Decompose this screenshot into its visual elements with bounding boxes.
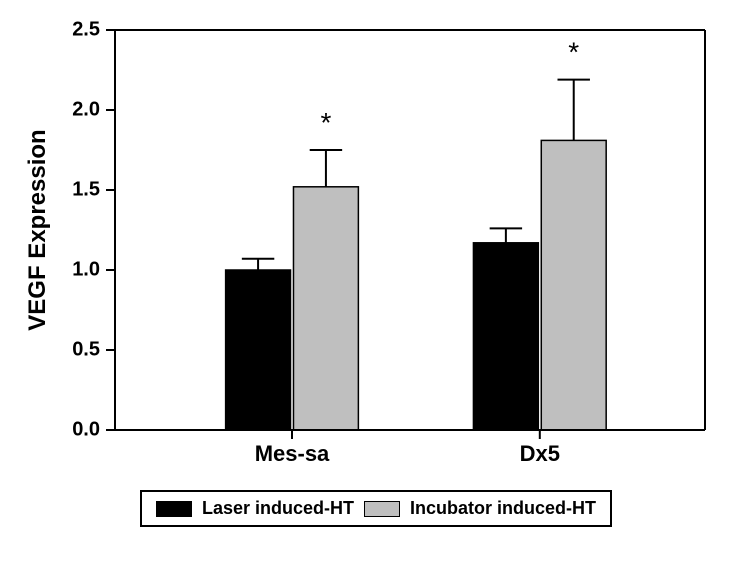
bar [226, 270, 291, 430]
bar [473, 243, 538, 430]
category-label: Mes-sa [255, 441, 330, 466]
ytick-label: 2.5 [72, 18, 100, 40]
legend: Laser induced-HT Incubator induced-HT [140, 490, 612, 527]
y-axis-label: VEGF Expression [24, 129, 51, 330]
ytick-label: 1.0 [72, 258, 100, 280]
legend-swatch [156, 501, 192, 517]
significance-star: * [320, 107, 331, 138]
legend-swatch [364, 501, 400, 517]
ytick-label: 0.5 [72, 338, 100, 360]
chart-svg: 0.0 0.5 1.0 1.5 2.0 2.5 Mes-sa Dx5 * * VEGF Expres… [0, 0, 752, 563]
ytick-label: 2.0 [72, 98, 100, 120]
bar [293, 187, 358, 430]
bar [541, 140, 606, 430]
ytick-label: 1.5 [72, 178, 100, 200]
category-label: Dx5 [520, 441, 560, 466]
legend-label: Incubator induced-HT [410, 498, 596, 519]
ytick-label: 0.0 [72, 418, 100, 440]
significance-star: * [568, 37, 579, 68]
legend-label: Laser induced-HT [202, 498, 354, 519]
vegf-bar-chart: 0.0 0.5 1.0 1.5 2.0 2.5 Mes-sa Dx5 * * VEGF Expres… [0, 0, 752, 563]
